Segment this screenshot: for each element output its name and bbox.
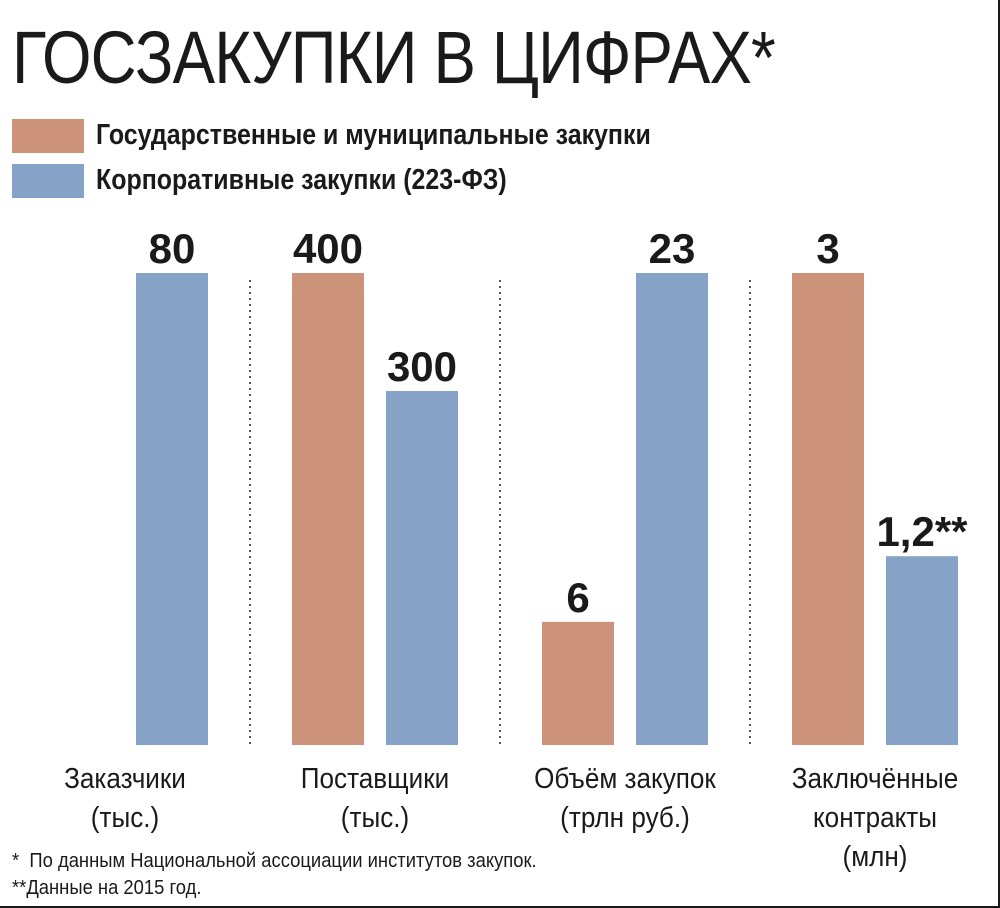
bar-corp-2 (636, 273, 708, 745)
bar-corp-0 (136, 273, 208, 745)
footnotes: * По данным Национальной ассоциации инст… (12, 848, 582, 902)
right-border (998, 0, 1000, 908)
category-label-suppliers: Поставщики (тыс.) (300, 763, 450, 834)
bar-corp-3 (886, 556, 958, 745)
category-label-contracts: Заключённые контракты (млн) (791, 763, 959, 873)
data-label-corp-3: 1,2** (876, 508, 968, 555)
legend-label-corp: Корпоративные закупки (223-ФЗ) (96, 164, 507, 196)
legend-label-gov: Государственные и муниципальные закупки (96, 119, 651, 151)
legend-swatch-corp (12, 163, 84, 198)
legend-item-corp: Корпоративные закупки (223-ФЗ) (12, 158, 741, 203)
bar-corp-1 (386, 391, 458, 745)
legend-item-gov: Государственные и муниципальные закупки (12, 113, 741, 158)
data-label-gov-1: 400 (293, 225, 363, 272)
legend: Государственные и муниципальные закупки … (12, 113, 741, 203)
footnote-1: * По данным Национальной ассоциации инст… (12, 850, 537, 872)
category-label-customers: Заказчики (тыс.) (64, 763, 186, 834)
bar-gov-1 (292, 273, 364, 745)
bar-gov-2 (542, 621, 614, 745)
data-label-gov-2: 6 (566, 574, 589, 621)
data-label-corp-2: 23 (649, 225, 696, 272)
bar-gov-3 (792, 273, 864, 745)
data-label-corp-1: 300 (387, 343, 457, 390)
data-label-corp-0: 80 (149, 225, 196, 272)
legend-swatch-gov (12, 118, 84, 153)
category-label-volume: Объём закупок (трлн руб.) (534, 763, 716, 834)
data-label-gov-3: 3 (816, 225, 839, 272)
footnote-2: **Данные на 2015 год. (12, 877, 202, 899)
bottom-border (0, 906, 1000, 908)
chart-title: ГОСЗАКУПКИ В ЦИФРАХ* (12, 16, 776, 99)
